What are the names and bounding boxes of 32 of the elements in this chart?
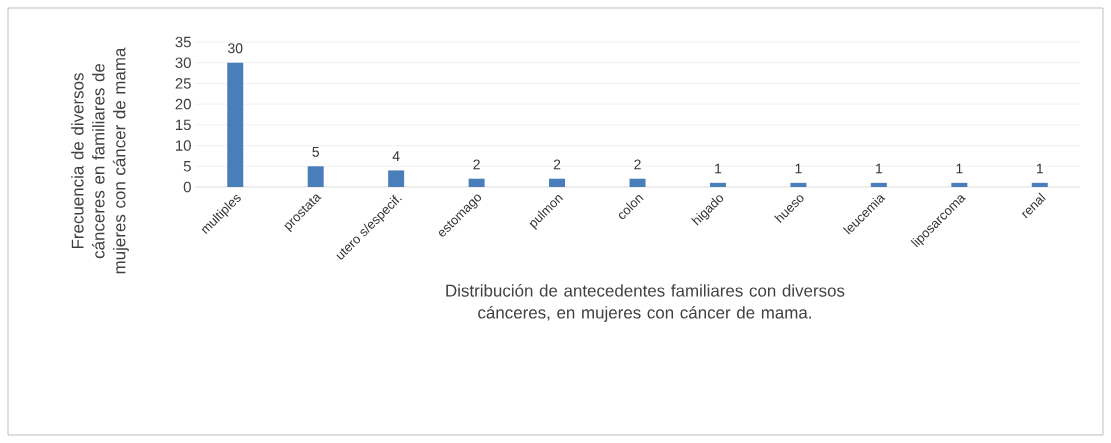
y-tick-label: 15: [176, 119, 191, 131]
bar: [307, 166, 324, 187]
bar: [227, 62, 244, 187]
bar: [468, 178, 485, 187]
data-label: 1: [876, 163, 883, 174]
bar: [388, 170, 405, 187]
y-tick-label: 5: [183, 161, 191, 172]
data-label: 4: [392, 151, 400, 161]
data-label: 30: [228, 43, 243, 54]
bar: [549, 178, 566, 187]
y-tick-label: 20: [175, 98, 191, 110]
data-label: 5: [312, 147, 319, 157]
bar: [1031, 182, 1048, 187]
y-tick-label: 25: [175, 78, 191, 89]
bar: [709, 182, 726, 187]
data-label: 2: [634, 159, 641, 170]
bar: [870, 182, 887, 187]
y-tick-label: 35: [175, 36, 191, 48]
bar: [951, 182, 968, 187]
y-axis-title: Frecuencia de diversos cánceres en familiares de mujeres con cáncer de mama: [71, 47, 129, 274]
y-tick-label: 0: [183, 181, 191, 193]
data-label: 2: [553, 159, 561, 170]
bar: [790, 182, 807, 187]
data-label: 1: [715, 163, 722, 174]
data-label: 1: [956, 163, 963, 174]
data-label: 1: [795, 163, 802, 174]
data-label: 1: [1036, 163, 1043, 174]
y-tick-label: 30: [175, 57, 191, 68]
bar: [629, 178, 646, 187]
x-axis-title: Distribución de antecedentes familiares con diversos cánceres, en mujeres con cáncer de mama.: [446, 284, 845, 322]
y-tick-label: 10: [176, 140, 191, 151]
data-label: 2: [473, 159, 480, 170]
